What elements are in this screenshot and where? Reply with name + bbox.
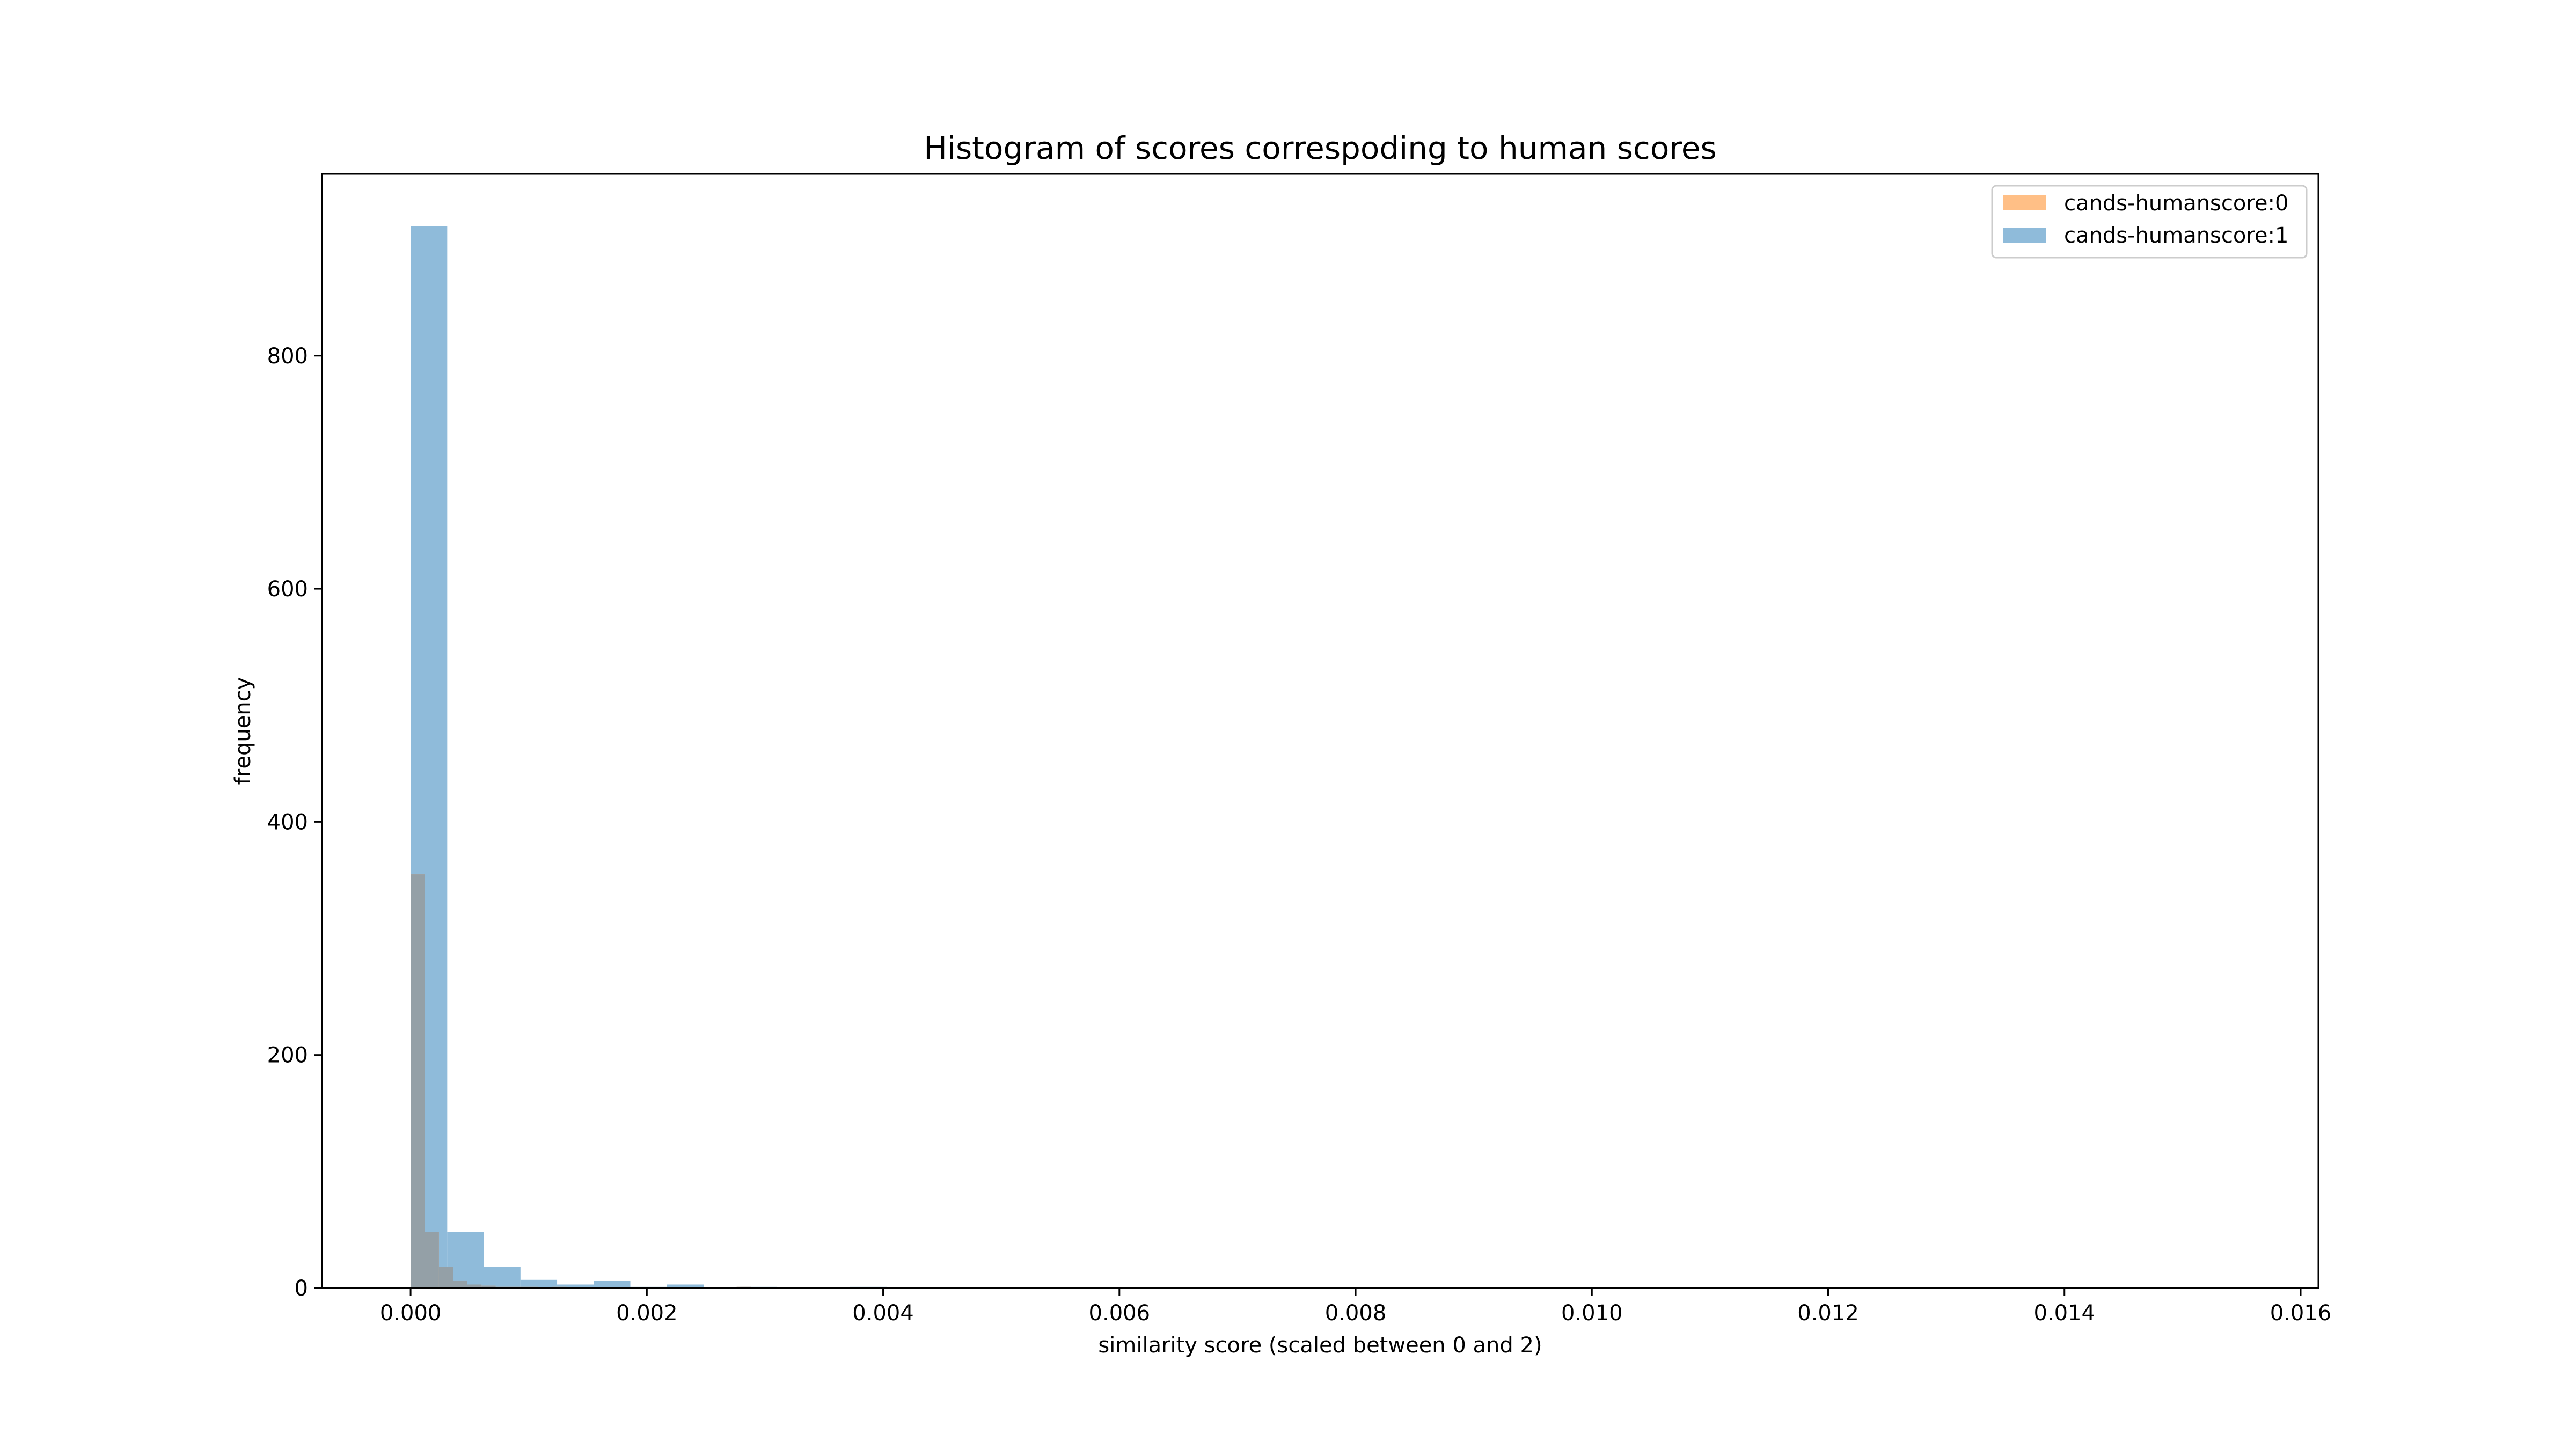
bars-layer — [411, 226, 2242, 1289]
y-tick-label-3: 600 — [267, 577, 308, 602]
x-tick-label-2: 0.004 — [852, 1301, 914, 1326]
legend-label-humanscore-0: cands-humanscore:0 — [2064, 191, 2288, 216]
bar-overlap-bin-4 — [467, 1284, 482, 1288]
bar-humanscore-1-bin-5 — [594, 1280, 631, 1288]
x-tick-label-1: 0.002 — [616, 1301, 678, 1326]
x-tick-label-6: 0.012 — [1797, 1301, 1859, 1326]
x-tick-label-8: 0.016 — [2270, 1301, 2332, 1326]
bar-humanscore-1-bin-4 — [557, 1284, 594, 1288]
chart-title: Histogram of scores correspoding to huma… — [924, 130, 1717, 166]
legend-swatch-humanscore-1 — [2003, 228, 2046, 243]
bar-humanscore-1-bin-1 — [447, 1232, 484, 1288]
bar-overlap-bin-3 — [453, 1280, 467, 1288]
legend-box — [1991, 185, 2308, 259]
bar-overlap-bin-2 — [438, 1267, 453, 1288]
y-tick-label-2: 400 — [267, 810, 308, 835]
x-tick-label-3: 0.006 — [1089, 1301, 1151, 1326]
bar-overlap-bin-5 — [481, 1285, 496, 1288]
bar-humanscore-1-bin-3 — [520, 1279, 558, 1288]
x-tick-label-5: 0.010 — [1561, 1301, 1623, 1326]
y-axis: 0 200 400 600 800 — [267, 344, 322, 1301]
x-axis: 0.000 0.002 0.004 0.006 0.008 0.010 0.012 0.014… — [380, 1288, 2331, 1326]
y-tick-label-4: 800 — [267, 344, 308, 369]
plot-frame — [321, 173, 2319, 1289]
legend-swatch-humanscore-0 — [2003, 195, 2046, 210]
y-tick-label-0: 0 — [295, 1276, 308, 1301]
x-tick-label-4: 0.008 — [1325, 1301, 1387, 1326]
bar-overlap-bin-1 — [425, 1232, 439, 1288]
legend-label-humanscore-1: cands-humanscore:1 — [2064, 223, 2288, 248]
bar-humanscore-1-bin-7 — [667, 1284, 704, 1288]
bar-humanscore-1-bin-2 — [484, 1267, 521, 1288]
x-tick-label-7: 0.014 — [2033, 1301, 2095, 1326]
legend: cands-humanscore:0 cands-humanscore:1 — [1991, 185, 2308, 259]
x-tick-label-0: 0.000 — [380, 1301, 442, 1326]
x-axis-label: similarity score (scaled between 0 and 2… — [1098, 1333, 1542, 1358]
bar-overlap-bin-0 — [411, 874, 425, 1288]
y-tick-label-1: 200 — [267, 1043, 308, 1068]
y-axis-label: frequency — [231, 677, 255, 785]
